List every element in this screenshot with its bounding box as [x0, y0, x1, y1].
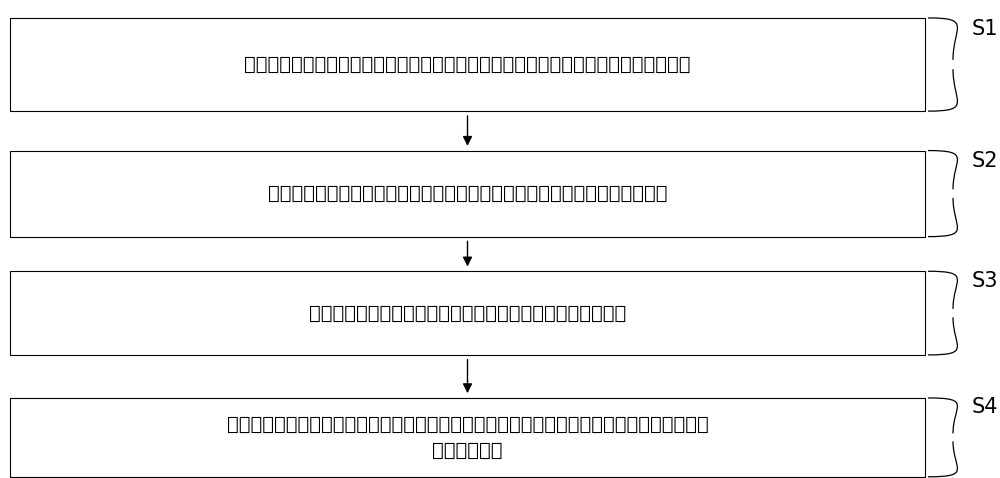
Bar — [10, 18, 925, 111]
Bar — [10, 398, 925, 477]
Text: 对第一组织图像进行边缘检测，以得到第一组织图像中所有细胞的细胞核边界: 对第一组织图像进行边缘检测，以得到第一组织图像中所有细胞的细胞核边界 — [268, 184, 667, 203]
Text: 对待测组织图像在电子显微镜下通过不同焦距下聚焦得到第一组织图像和第二组织图像: 对待测组织图像在电子显微镜下通过不同焦距下聚焦得到第一组织图像和第二组织图像 — [244, 55, 691, 74]
Text: 根据第二组织图像辅助标定第一组织图像中所有细胞的中心点: 根据第二组织图像辅助标定第一组织图像中所有细胞的中心点 — [309, 304, 626, 323]
Text: 对第一组织图像相邻细胞之间的细胞膜进行统计，以根据统计结果确定第一组织图像中的组织
是否发生癌变: 对第一组织图像相邻细胞之间的细胞膜进行统计，以根据统计结果确定第一组织图像中的组… — [227, 414, 708, 460]
Text: S1: S1 — [972, 19, 998, 39]
Text: S2: S2 — [972, 151, 998, 171]
Text: S3: S3 — [972, 272, 998, 291]
Bar — [10, 272, 925, 355]
Bar — [10, 151, 925, 237]
Text: S4: S4 — [972, 397, 998, 417]
